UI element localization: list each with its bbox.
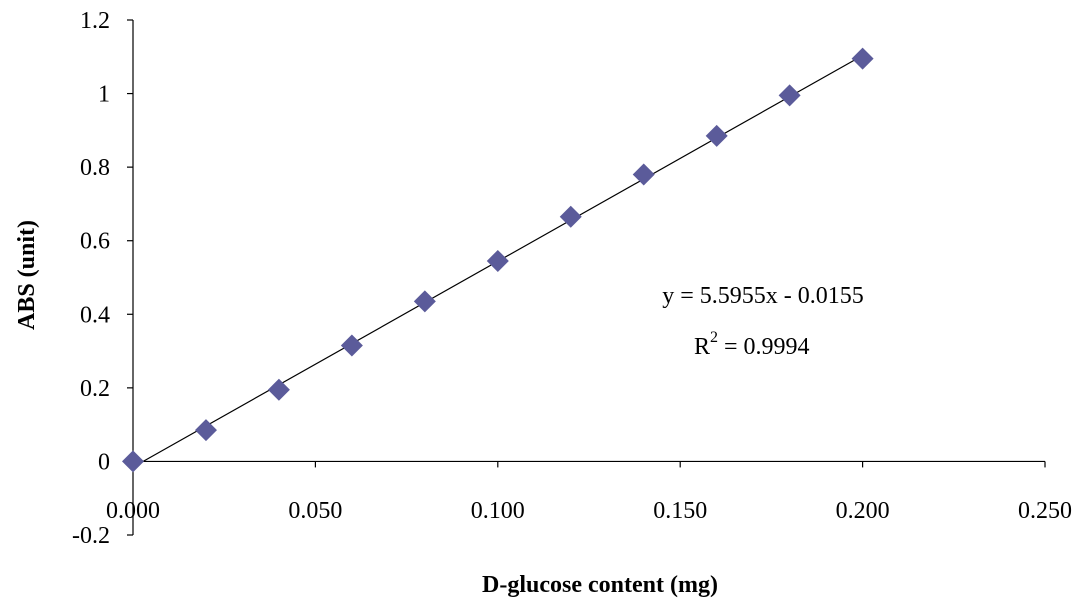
x-axis-title: D-glucose content (mg) bbox=[482, 572, 718, 598]
y-tick-label: 0.6 bbox=[80, 229, 110, 255]
y-tick-label: 0.2 bbox=[80, 376, 110, 402]
y-axis-title: ABS (unit) bbox=[14, 220, 40, 330]
y-tick-label: 1.2 bbox=[80, 8, 110, 34]
y-tick-label: 0.4 bbox=[80, 302, 110, 328]
y-tick-label: 0 bbox=[98, 449, 110, 475]
r2-prefix: R bbox=[694, 334, 710, 360]
x-tick-label: 0.250 bbox=[1018, 498, 1072, 524]
data-point bbox=[486, 249, 509, 272]
tick-marks bbox=[127, 19, 1046, 536]
r2-superscript: 2 bbox=[710, 329, 718, 346]
data-point bbox=[267, 378, 290, 401]
data-point bbox=[122, 450, 144, 473]
data-point bbox=[559, 205, 582, 228]
data-point bbox=[632, 163, 655, 186]
data-point bbox=[705, 124, 728, 147]
data-point bbox=[413, 290, 436, 313]
x-tick-label: 0.100 bbox=[471, 498, 525, 524]
r-squared-label: R2 = 0.9994 bbox=[694, 329, 810, 360]
data-point bbox=[340, 334, 363, 357]
axes bbox=[132, 20, 1045, 535]
y-tick-label: -0.2 bbox=[72, 523, 110, 549]
x-tick-label: 0.200 bbox=[836, 498, 890, 524]
data-points bbox=[122, 47, 874, 473]
data-point bbox=[194, 419, 217, 442]
tick-labels: -0.2 0 0.2 0.4 0.6 0.8 1 1.2 0.000 0.050 0.100 0.15… bbox=[72, 8, 1072, 549]
y-tick-label: 1 bbox=[98, 82, 110, 108]
data-point bbox=[851, 47, 874, 70]
x-tick-label: 0.050 bbox=[288, 498, 342, 524]
x-tick-label: 0.150 bbox=[653, 498, 707, 524]
r2-value: = 0.9994 bbox=[718, 334, 810, 360]
data-point bbox=[778, 84, 801, 107]
y-tick-label: 0.8 bbox=[80, 155, 110, 181]
trendline-equation: y = 5.5955x - 0.0155 bbox=[662, 283, 864, 309]
x-tick-label: 0.000 bbox=[106, 498, 160, 524]
